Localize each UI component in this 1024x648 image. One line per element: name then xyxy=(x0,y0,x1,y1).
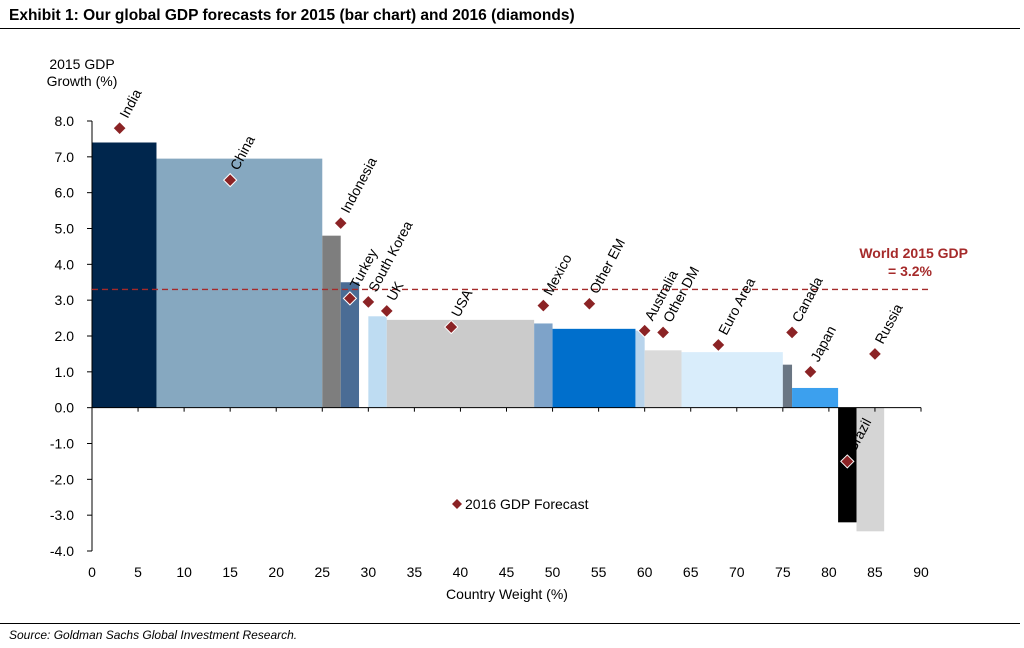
bar-indonesia xyxy=(322,235,341,408)
legend-diamond-icon xyxy=(452,499,462,509)
reference-label: = 3.2% xyxy=(888,263,933,279)
diamond-turkey xyxy=(342,291,358,306)
bar-japan xyxy=(792,387,839,408)
exhibit-title: Exhibit 1: Our global GDP forecasts for … xyxy=(9,7,575,24)
y-tick-label: 4.0 xyxy=(55,256,75,272)
country-label-japan: Japan xyxy=(807,323,839,364)
diamond-euro-area xyxy=(711,337,726,353)
bar-canada xyxy=(782,364,793,408)
y-tick-label: 1.0 xyxy=(55,364,75,380)
x-tick-label: 15 xyxy=(222,564,238,580)
y-tick-label: -3.0 xyxy=(50,507,74,523)
x-tick-label: 35 xyxy=(407,564,423,580)
forecast-series-2016 xyxy=(112,120,883,469)
x-tick-label: 40 xyxy=(453,564,469,580)
bar-usa xyxy=(386,319,535,408)
x-tick-label: 85 xyxy=(867,564,883,580)
y-tick-label: -2.0 xyxy=(50,471,74,487)
bar-australia xyxy=(635,330,645,408)
diamond-china xyxy=(222,172,238,188)
world-gdp-reference: World 2015 GDP = 3.2% xyxy=(92,245,968,291)
bar-russia xyxy=(856,407,885,532)
x-tick-label: 90 xyxy=(913,564,929,580)
x-axis-title: Country Weight (%) xyxy=(446,586,568,602)
y-tick-label: 0.0 xyxy=(55,400,75,416)
diamond-japan xyxy=(803,364,818,380)
x-tick-label: 45 xyxy=(499,564,515,580)
diamond-south-korea xyxy=(361,294,376,310)
diamond-uk xyxy=(379,303,394,319)
x-tick-label: 70 xyxy=(729,564,745,580)
source-rule xyxy=(0,623,1020,624)
diamond-brazil xyxy=(840,454,855,469)
y-tick-label: 7.0 xyxy=(55,149,75,165)
bar-other-dm xyxy=(644,350,682,408)
country-label-mexico: Mexico xyxy=(540,251,575,298)
bar-south-korea xyxy=(359,300,369,408)
diamond-india xyxy=(112,120,127,136)
y-tick-label: 5.0 xyxy=(55,221,75,237)
x-tick-label: 30 xyxy=(361,564,377,580)
x-tick-label: 65 xyxy=(683,564,699,580)
bar-series-2015 xyxy=(92,142,885,532)
diamond-other-dm xyxy=(655,325,671,340)
bar-euro-area xyxy=(681,352,783,408)
country-label-other-em: Other EM xyxy=(586,236,628,296)
x-tick-label: 5 xyxy=(134,564,142,580)
y-tick-label: 3.0 xyxy=(55,292,75,308)
bar-uk xyxy=(368,316,387,408)
y-tick-label: -1.0 xyxy=(50,436,74,452)
diamond-other-em xyxy=(582,296,597,311)
y-axis-title: Growth (%) xyxy=(47,73,118,89)
diamond-mexico xyxy=(536,298,551,313)
x-tick-label: 60 xyxy=(637,564,653,580)
x-tick-label: 10 xyxy=(176,564,192,580)
x-tick-label: 55 xyxy=(591,564,607,580)
diamond-canada xyxy=(784,325,800,340)
country-label-uk: UK xyxy=(383,278,407,303)
bar-india xyxy=(92,142,157,408)
chart-axes: -4.0 -3.0 -2.0 -1.0 0.0 1.0 2.0 3.0 4.0 5.0 6.0 7.0… xyxy=(50,113,929,580)
country-label-india: India xyxy=(116,86,144,121)
y-axis-title: 2015 GDP xyxy=(49,56,114,72)
diamond-usa xyxy=(444,319,459,335)
x-tick-label: 20 xyxy=(268,564,284,580)
bar-turkey xyxy=(340,282,360,408)
reference-label: World 2015 GDP xyxy=(859,245,968,261)
y-tick-label: 2.0 xyxy=(55,328,75,344)
country-label-indonesia: Indonesia xyxy=(337,154,380,215)
source-note: Source: Goldman Sachs Global Investment … xyxy=(9,628,298,642)
x-tick-label: 0 xyxy=(88,564,96,580)
country-label-usa: USA xyxy=(448,286,476,320)
bar-china xyxy=(156,158,323,408)
chart-legend: 2016 GDP Forecast xyxy=(452,496,589,512)
x-tick-label: 25 xyxy=(314,564,330,580)
x-tick-label: 75 xyxy=(775,564,791,580)
diamond-indonesia xyxy=(333,215,348,231)
bar-other-em xyxy=(552,328,636,408)
bar-mexico xyxy=(534,323,553,408)
title-rule xyxy=(0,28,1020,29)
country-label-euro-area: Euro Area xyxy=(715,275,758,338)
y-tick-label: -4.0 xyxy=(50,543,74,559)
country-label-canada: Canada xyxy=(789,274,826,325)
country-label-russia: Russia xyxy=(871,301,905,346)
x-tick-label: 80 xyxy=(821,564,837,580)
diamond-russia xyxy=(867,346,883,362)
y-tick-label: 6.0 xyxy=(55,185,75,201)
legend-label: 2016 GDP Forecast xyxy=(465,496,589,512)
diamond-australia xyxy=(637,323,652,338)
x-tick-label: 50 xyxy=(545,564,561,580)
y-tick-label: 8.0 xyxy=(55,113,75,129)
